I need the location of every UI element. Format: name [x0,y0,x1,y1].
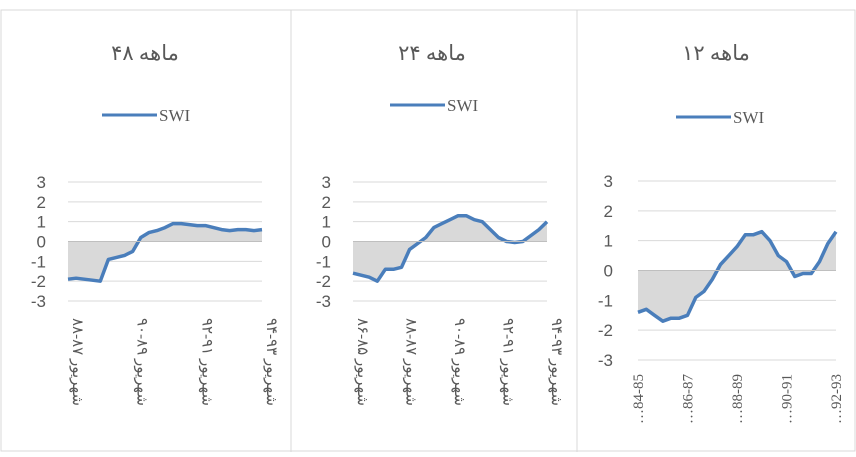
chart-title: ۱۲ ماهه [682,41,750,65]
y-tick-label: -3 [31,292,46,311]
chart-title: ۲۴ ماهه [398,41,466,65]
y-tick-label: -1 [31,252,46,271]
y-tick-label: 1 [37,213,46,232]
y-tick-label: -3 [316,292,331,311]
y-tick-label: 1 [604,232,613,251]
x-tick-label: شهریور ۸۹-۹۰ [451,318,467,406]
x-tick-label: شهریور ۸۷-۸۸ [69,318,85,406]
y-tick-label: -1 [316,252,331,271]
y-tick-label: -2 [316,272,331,291]
line [352,213,549,283]
x-tick-label: شهریور ۸۵-۸۶ [354,318,370,406]
y-tick-label: 0 [604,262,613,281]
x-tick-label: شهریور ۹۱-۹۲ [198,318,214,406]
legend-label: SWI [733,108,765,127]
y-tick-label: -3 [598,351,613,370]
x-tick-label: …92-93 [829,374,845,424]
x-tick-label: شهریور ۹۳-۹۴ [263,318,279,406]
legend-label: SWI [159,106,191,125]
y-tick-label: 0 [37,233,46,252]
y-tick-label: -1 [598,291,613,310]
y-tick-label: 0 [322,233,331,252]
y-tick-label: 1 [322,213,331,232]
y-tick-label: 2 [37,193,46,212]
x-tick-label: …90-91 [780,374,796,424]
line [637,229,838,323]
y-tick-label: 2 [322,193,331,212]
line [67,221,263,283]
area [638,231,836,322]
x-tick-label: …88-89 [730,374,746,424]
x-tick-label: شهریور ۹۳-۹۴ [548,318,564,406]
area [68,223,262,282]
x-tick-label: …84-85 [631,374,647,424]
x-tick-label: …86-87 [681,374,697,424]
y-tick-label: -2 [598,321,613,340]
y-tick-label: 3 [322,173,331,192]
y-tick-label: 3 [37,173,46,192]
y-tick-label: 2 [604,202,613,221]
y-tick-label: -2 [31,272,46,291]
chart-title: ۴۸ ماهه [111,41,179,65]
x-tick-label: شهریور ۸۷-۸۸ [403,318,419,406]
legend-label: SWI [447,96,479,115]
x-tick-label: شهریور ۹۱-۹۲ [500,318,516,406]
y-tick-label: 3 [604,172,613,191]
frame [0,9,856,452]
x-tick-label: شهریور ۸۹-۹۰ [134,318,150,406]
